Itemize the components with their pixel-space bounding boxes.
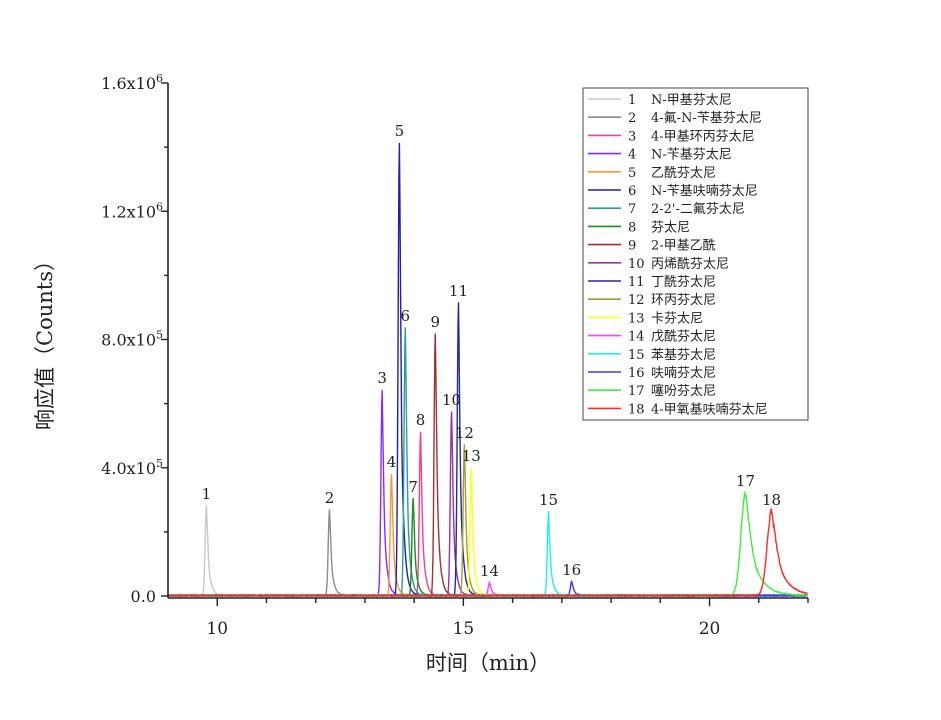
legend-id: 1 [628, 93, 636, 108]
peak-label-5: 5 [395, 122, 405, 140]
legend-label: 呋喃芬太尼 [651, 366, 716, 381]
x-tick-label: 20 [699, 619, 721, 639]
legend-item-8: 8 芬太尼 [588, 220, 690, 235]
legend-item-12: 12 环丙芬太尼 [588, 293, 716, 308]
legend-id: 7 [628, 202, 636, 217]
peak-label-4: 4 [387, 453, 397, 471]
legend-item-17: 17 噻吩芬太尼 [588, 383, 716, 399]
y-tick-label: 1.6x106 [101, 72, 163, 93]
legend-id: 5 [628, 166, 636, 181]
legend-label: 2-2'-二氟芬太尼 [651, 202, 745, 217]
legend-id: 17 [628, 384, 645, 399]
legend-item-14: 14 戊酰芬太尼 [588, 330, 716, 345]
peak-label-8: 8 [416, 411, 426, 429]
legend-id: 4 [628, 148, 636, 163]
legend-item-16: 16 呋喃芬太尼 [588, 366, 716, 381]
legend-item-13: 13 卡芬太尼 [588, 311, 703, 326]
legend-item-2: 2 4-氟-N-苄基芬太尼 [588, 111, 762, 126]
legend-item-3: 3 4-甲基环丙芬太尼 [588, 129, 755, 144]
y-tick-label: 1.2x106 [101, 200, 163, 221]
legend-label: N-甲基芬太尼 [651, 93, 732, 108]
peak-label-2: 2 [325, 489, 335, 507]
legend-id: 3 [628, 129, 636, 144]
legend-label: 4-甲基环丙芬太尼 [651, 129, 755, 144]
peak-label-13: 13 [462, 447, 481, 465]
legend-label: 苯基芬太尼 [651, 348, 716, 363]
legend-id: 8 [628, 220, 636, 235]
legend-id: 15 [628, 348, 645, 363]
y-tick-label: 0.0 [131, 587, 156, 606]
legend-id: 10 [628, 257, 645, 272]
x-axis-label: 时间（min） [426, 651, 550, 675]
legend-id: 11 [628, 275, 645, 290]
peak-label-6: 6 [401, 307, 411, 325]
series-line-8 [167, 497, 808, 598]
legend-label: 芬太尼 [651, 220, 690, 235]
peak-label-7: 7 [408, 478, 418, 496]
legend-id: 6 [628, 184, 636, 199]
legend-item-6: 6 N-苄基呋喃芬太尼 [588, 184, 758, 199]
y-axis-label: 响应值（Counts） [33, 250, 57, 430]
peak-label-11: 11 [449, 282, 468, 300]
peak-label-17: 17 [736, 472, 755, 490]
legend-item-5: 5 乙酰芬太尼 [588, 166, 716, 181]
legend-item-9: 9 2-甲基乙酰 [588, 239, 716, 254]
legend-id: 9 [628, 239, 636, 254]
series-layer [167, 142, 809, 598]
y-tick-label: 4.0x105 [101, 457, 163, 478]
legend-item-11: 11 丁酰芬太尼 [588, 275, 716, 290]
peak-label-16: 16 [562, 561, 581, 579]
legend: 1 N-甲基芬太尼 2 4-氟-N-苄基芬太尼 3 4-甲基环丙芬太尼 4 N-苄基芬太尼 5 乙… [582, 87, 809, 421]
legend-label: 环丙芬太尼 [651, 293, 716, 308]
legend-label: N-苄基呋喃芬太尼 [651, 184, 758, 199]
legend-label: 丁酰芬太尼 [651, 275, 716, 290]
legend-label: N-苄基芬太尼 [651, 148, 732, 163]
legend-item-10: 10 丙烯酰芬太尼 [588, 257, 729, 272]
legend-id: 13 [628, 311, 645, 326]
legend-item-4: 4 N-苄基芬太尼 [588, 148, 732, 163]
peak-label-14: 14 [480, 562, 499, 580]
legend-label: 4-甲氧基呋喃芬太尼 [651, 402, 768, 417]
legend-label: 2-甲基乙酰 [651, 239, 716, 254]
legend-label: 卡芬太尼 [651, 311, 703, 326]
peak-label-12: 12 [455, 424, 474, 442]
peak-label-18: 18 [762, 491, 781, 509]
peak-label-1: 1 [202, 485, 212, 503]
legend-label: 噻吩芬太尼 [651, 383, 716, 399]
legend-label: 4-氟-N-苄基芬太尼 [651, 111, 762, 126]
y-tick-label: 8.0x105 [101, 329, 163, 350]
peak-label-9: 9 [431, 313, 441, 331]
legend-id: 18 [628, 402, 645, 417]
legend-id: 16 [628, 366, 645, 381]
series-line-1 [168, 505, 808, 598]
legend-id: 14 [628, 330, 645, 345]
series-line-17 [167, 490, 808, 598]
legend-item-15: 15 苯基芬太尼 [588, 348, 716, 363]
x-tick-label: 10 [206, 619, 228, 639]
legend-id: 2 [628, 111, 636, 126]
peak-label-3: 3 [377, 369, 387, 387]
peak-label-15: 15 [539, 491, 558, 509]
legend-id: 12 [628, 293, 645, 308]
peak-label-10: 10 [442, 391, 461, 409]
legend-label: 戊酰芬太尼 [651, 330, 716, 345]
series-line-14 [167, 580, 808, 598]
series-line-15 [167, 511, 808, 598]
legend-item-7: 7 2-2'-二氟芬太尼 [588, 202, 745, 217]
legend-item-1: 1 N-甲基芬太尼 [588, 93, 732, 108]
legend-label: 乙酰芬太尼 [651, 166, 716, 181]
series-line-18 [167, 508, 809, 598]
legend-label: 丙烯酰芬太尼 [651, 257, 729, 272]
legend-box [582, 87, 809, 421]
series-line-2 [167, 509, 808, 598]
legend-item-18: 18 4-甲氧基呋喃芬太尼 [588, 402, 768, 417]
x-tick-label: 15 [453, 619, 475, 639]
